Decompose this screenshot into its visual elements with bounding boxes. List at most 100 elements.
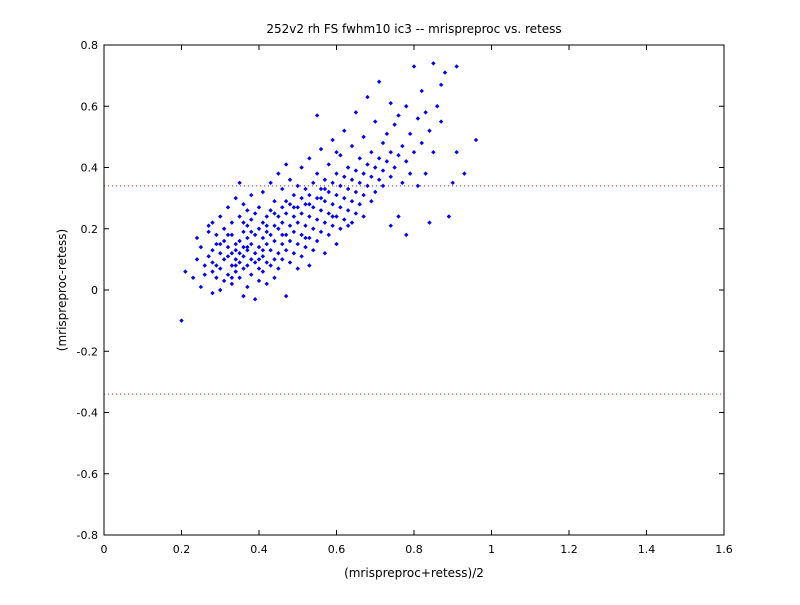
- data-point: [407, 131, 413, 137]
- data-point: [369, 149, 374, 155]
- data-point: [357, 202, 362, 207]
- data-point: [338, 226, 343, 231]
- data-point: [318, 208, 324, 213]
- data-point: [287, 202, 293, 207]
- data-point: [345, 208, 351, 213]
- data-point: [373, 189, 378, 195]
- data-point: [330, 223, 335, 228]
- data-point: [291, 229, 297, 235]
- data-point: [252, 211, 258, 216]
- data-point: [245, 247, 250, 253]
- data-point: [252, 296, 258, 302]
- data-point: [384, 159, 390, 164]
- data-point: [404, 159, 409, 164]
- data-point: [276, 226, 281, 231]
- data-point: [264, 214, 269, 219]
- data-point: [276, 214, 281, 219]
- data-point: [299, 195, 304, 201]
- data-point: [419, 140, 424, 146]
- data-point: [280, 232, 285, 238]
- reference-lines: [104, 185, 724, 395]
- data-point: [365, 94, 370, 100]
- data-point: [311, 205, 316, 210]
- data-point: [233, 269, 238, 274]
- data-point: [241, 220, 246, 225]
- data-point: [303, 235, 308, 241]
- data-point: [283, 211, 289, 216]
- x-tick-label: 1.2: [560, 543, 578, 556]
- data-point: [411, 64, 417, 69]
- data-point: [369, 198, 374, 204]
- data-point: [307, 214, 312, 219]
- data-point: [349, 220, 355, 225]
- data-point: [287, 260, 293, 265]
- data-point: [264, 260, 269, 265]
- data-point: [245, 208, 250, 213]
- data-point: [415, 183, 421, 189]
- data-point: [427, 128, 432, 133]
- data-point: [446, 214, 452, 219]
- data-point: [423, 171, 428, 176]
- data-point: [349, 198, 355, 204]
- data-point: [272, 257, 277, 262]
- data-point: [396, 113, 401, 118]
- data-point: [241, 229, 246, 235]
- data-point: [210, 269, 215, 274]
- data-point: [283, 232, 289, 238]
- y-tick-label: -0.8: [77, 529, 98, 542]
- data-point: [454, 149, 459, 155]
- data-point: [183, 269, 188, 274]
- data-point: [229, 251, 235, 256]
- data-point: [268, 180, 273, 186]
- data-point: [241, 266, 246, 271]
- data-point: [342, 128, 347, 133]
- data-point: [303, 244, 308, 250]
- data-point: [283, 247, 289, 253]
- data-point: [229, 275, 235, 280]
- data-point: [287, 223, 293, 228]
- y-tick-label: -0.2: [77, 345, 98, 358]
- x-tick-label: 0.6: [328, 543, 346, 556]
- data-point: [338, 153, 343, 158]
- data-point: [307, 235, 312, 241]
- data-point: [287, 238, 293, 244]
- data-point: [334, 192, 339, 198]
- data-point: [218, 241, 223, 247]
- data-point: [214, 232, 219, 238]
- data-point: [252, 232, 258, 238]
- data-point: [237, 214, 242, 219]
- data-point: [249, 241, 254, 247]
- data-point: [392, 122, 397, 127]
- data-point: [404, 232, 409, 238]
- data-point: [229, 220, 235, 225]
- x-tick-label: 1.6: [715, 543, 733, 556]
- data-point: [225, 205, 231, 210]
- data-point: [322, 186, 328, 192]
- data-point: [214, 275, 219, 280]
- data-point: [210, 260, 215, 265]
- data-point: [314, 113, 320, 118]
- data-point: [311, 226, 316, 231]
- data-point: [365, 183, 370, 189]
- data-point: [241, 202, 246, 207]
- y-tick-label: 0.4: [81, 162, 99, 175]
- y-tick-label: 0.2: [81, 223, 99, 236]
- data-point: [225, 232, 231, 238]
- data-point: [307, 202, 312, 207]
- data-point: [384, 131, 390, 137]
- data-point: [442, 70, 448, 75]
- data-point: [349, 177, 355, 182]
- data-point: [361, 171, 366, 176]
- data-point: [225, 244, 231, 250]
- data-point: [334, 214, 339, 219]
- data-point: [345, 223, 351, 228]
- data-point: [221, 278, 227, 284]
- data-point: [256, 278, 262, 284]
- data-point: [342, 174, 347, 179]
- data-point: [361, 214, 366, 219]
- x-tick-label: 0.8: [405, 543, 423, 556]
- data-point: [388, 149, 393, 155]
- data-point: [237, 238, 242, 244]
- data-point: [345, 186, 351, 192]
- data-point: [419, 88, 424, 94]
